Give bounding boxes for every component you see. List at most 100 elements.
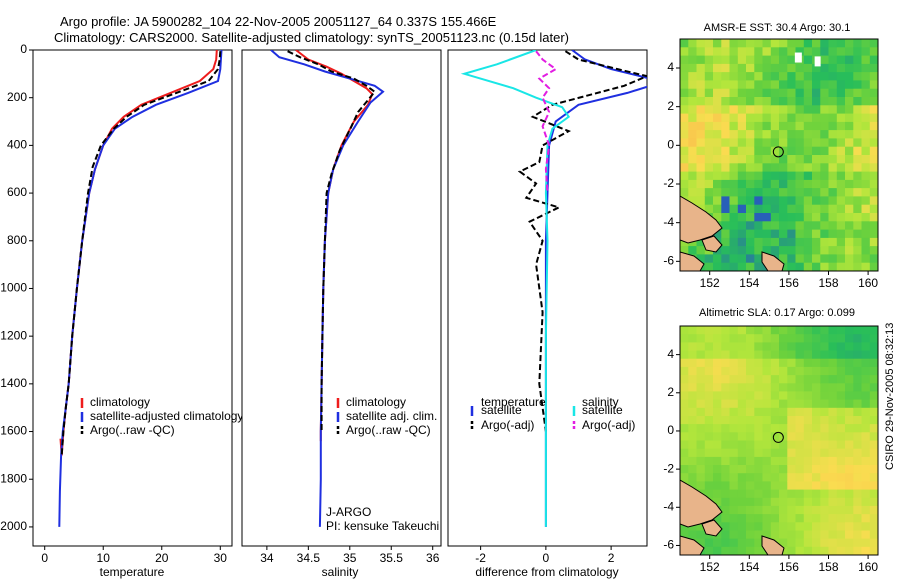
map-cell [762,375,772,384]
map-cell [762,383,772,393]
map-cell [869,505,878,515]
map-cell [754,383,764,393]
map-cell [770,146,780,156]
map-cell [754,237,764,247]
map-cell [828,163,838,173]
map-cell [746,505,755,515]
map-cell [820,146,830,156]
map-cell [729,229,739,239]
land-mass [680,479,723,528]
map-cell [704,358,714,368]
map-cell [812,497,821,507]
map-cell [795,196,805,206]
map-cell [853,130,863,139]
map-cell [770,237,780,247]
map-cell [729,121,739,131]
map-cell [713,262,722,271]
map-cell [737,229,747,239]
map-cell [853,391,863,401]
map-cell [869,473,878,482]
map-cell [845,546,854,555]
map-cell [803,530,813,540]
map-cell [746,213,755,222]
map-cell [696,155,706,164]
map-cell [853,366,863,376]
map-cell [746,63,755,73]
map-cell [820,196,830,206]
map-cell [869,391,878,401]
salinity-x-axis: 34 34.5 35 35.5 36 [260,546,440,565]
map-cell [787,80,797,90]
map-cell [853,522,863,532]
map-cell [828,138,838,148]
legend-satellite-label: satellite adj. clim. [346,409,437,423]
map-cell [853,97,863,106]
map-cell [803,358,813,368]
map-cell [779,179,788,189]
map-cell [762,88,772,98]
map-cell [680,416,689,425]
map-cell [803,342,813,352]
map-cell [721,366,731,376]
map-cell [729,448,739,458]
map-cell [869,130,878,139]
sla-map-axes: 152 154 156 158 160 4 2 0 -2 -4 -6 [663,347,878,574]
map-cell [680,246,689,255]
map-cell [828,473,838,482]
map-cell [820,350,830,360]
map-cell [729,497,739,507]
map-cell [696,538,706,548]
map-cell [869,55,878,65]
map-cell [754,171,764,181]
map-cell [779,375,788,384]
map-cell [746,366,755,376]
map-cell [845,481,854,491]
map-cell [787,204,797,214]
map-cell [770,416,780,425]
map-cell [721,505,731,515]
map-cell [680,80,689,90]
map-cell [861,546,871,555]
map-cell [787,171,797,181]
map-cell [820,432,830,442]
map-cell [828,358,838,368]
map-cell [812,163,821,173]
map-cell [688,80,698,90]
map-cell [795,366,805,376]
map-cell [762,113,772,123]
x-tick-label: 34 [260,551,274,565]
map-cell [721,334,731,343]
y-tick-label: 800 [7,233,27,247]
map-cell [737,399,747,409]
map-cell [754,221,764,231]
map-cell [696,522,706,532]
map-cell [803,196,813,206]
map-cell [713,188,722,197]
map-cell [779,424,788,433]
map-cell [729,55,739,65]
map-cell [787,326,797,335]
map-cell [713,456,722,466]
sst-map-frame [679,38,879,272]
map-cell [704,465,714,474]
map-cell [828,237,838,247]
map-cell [845,39,854,48]
map-cell [721,448,731,458]
map-cell [713,113,722,123]
map-cell [762,138,772,148]
map-cell [795,326,805,335]
map-cell [721,432,731,442]
x-tick-label: 35 [343,551,357,565]
map-cell [828,254,838,264]
map-cell [754,497,764,507]
difference-x-axis: -2 0 2 [475,546,615,565]
map-cell [795,63,805,73]
map-cell [803,204,813,214]
map-cell [762,448,772,458]
map-cell [836,383,846,393]
map-cell [787,424,797,433]
map-cell [729,105,739,115]
map-cell [779,350,788,360]
map-cell [729,358,739,368]
map-cell [754,146,764,156]
